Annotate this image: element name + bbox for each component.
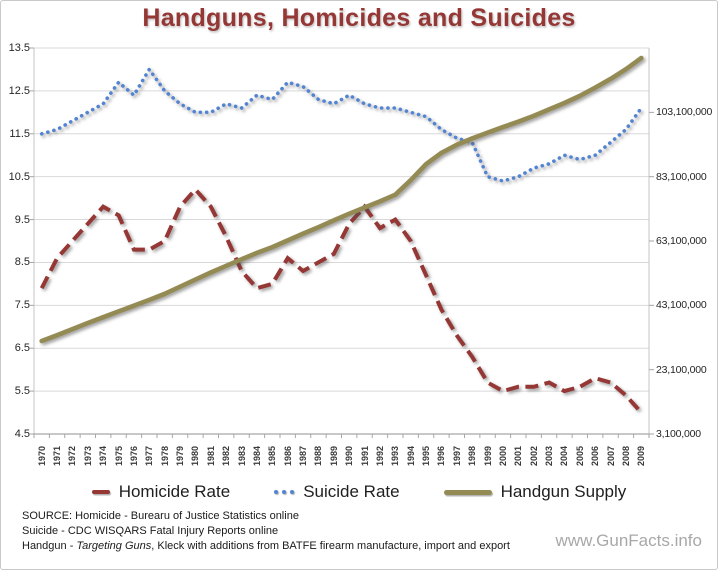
x-axis-year-label: 1994: [405, 445, 416, 467]
x-axis-year-label: 1972: [67, 445, 78, 467]
y-axis-left-label: 6.5: [14, 342, 30, 355]
x-axis-year-label: 1986: [282, 445, 293, 467]
x-axis-year-label: 1970: [36, 445, 47, 467]
y-axis-right-label: 23,100,000: [656, 363, 707, 376]
x-axis-year-label: 2001: [513, 445, 524, 467]
chart-title: Handguns, Homicides and Suicides: [142, 4, 576, 32]
x-axis-year-label: 1995: [421, 445, 432, 467]
x-axis-year-label: 2007: [605, 445, 616, 467]
y-axis-right-label: 83,100,000: [656, 170, 707, 183]
source-line-3-italic: Targeting Guns: [76, 540, 152, 552]
y-axis-left-label: 7.5: [14, 299, 30, 312]
x-axis-year-label: 1999: [482, 445, 493, 467]
legend-label-homicide-rate: Homicide Rate: [118, 482, 231, 501]
x-axis-year-label: 2005: [574, 445, 585, 467]
legend-item-suicide-rate: Suicide Rate: [274, 482, 400, 502]
x-axis-year-label: 1981: [205, 445, 216, 467]
x-axis-year-label: 1971: [52, 445, 63, 467]
x-axis-year-label: 2002: [528, 445, 539, 467]
y-axis-right-label: 43,100,000: [656, 299, 707, 312]
x-axis-year-label: 1979: [175, 445, 186, 467]
homicide-rate-series: [39, 186, 643, 414]
legend-label-handgun-supply: Handgun Supply: [500, 482, 627, 501]
x-axis-year-label: 1997: [451, 445, 462, 467]
x-axis-year-label: 1988: [313, 445, 324, 467]
y-axis-left-label: 11.5: [9, 127, 30, 140]
x-axis-year-label: 1982: [221, 445, 232, 467]
y-axis-left-label: 5.5: [14, 385, 30, 398]
x-axis-year-label: 2004: [559, 445, 570, 467]
x-axis-year-label: 2009: [636, 445, 647, 467]
source-line-1: SOURCE: Homicide - Burearu of Justice St…: [22, 510, 299, 522]
legend: Homicide Rate Suicide Rate Handgun Suppl…: [1, 480, 717, 504]
x-axis-year-label: 2008: [620, 445, 631, 467]
y-axis-left-label: 10.5: [8, 170, 30, 183]
x-axis-year-label: 1987: [298, 445, 309, 467]
y-axis-left-label: 13.5: [8, 42, 30, 54]
source-notes: SOURCE: Homicide - Burearu of Justice St…: [22, 509, 510, 554]
y-axis-left-label: 8.5: [14, 256, 30, 269]
x-axis-year-label: 1978: [159, 445, 170, 467]
x-axis-year-label: 1975: [113, 445, 124, 467]
x-axis-year-label: 1984: [251, 445, 262, 467]
source-line-3-suffix: , Kleck with additions from BATFE firear…: [151, 540, 510, 552]
suicide-rate-series: [39, 66, 644, 183]
y-axis-left-label: 9.5: [14, 213, 30, 226]
source-line-3-prefix: Handgun -: [22, 540, 77, 552]
legend-label-suicide-rate: Suicide Rate: [303, 482, 400, 501]
y-axis-left-label: 12.5: [8, 84, 30, 97]
suicide-dots-marker: [274, 490, 295, 494]
legend-item-homicide-rate: Homicide Rate: [91, 482, 231, 502]
homicide-dash-marker: [91, 490, 110, 494]
x-axis-year-label: 2003: [544, 445, 555, 467]
x-axis-year-label: 1990: [344, 445, 355, 467]
x-axis-year-label: 2000: [497, 445, 508, 467]
x-axis-year-label: 1989: [328, 445, 339, 467]
x-axis-year-label: 1974: [98, 445, 109, 467]
watermark: www.GunFacts.info: [555, 531, 702, 550]
x-axis-year-label: 1993: [390, 445, 401, 467]
x-axis-year-label: 2006: [590, 445, 601, 467]
handgun-supply-series: [39, 55, 644, 344]
x-axis-year-label: 1991: [359, 445, 370, 467]
source-line-3: Handgun - Targeting Guns, Kleck with add…: [22, 539, 510, 554]
source-line-2: Suicide - CDC WISQARS Fatal Injury Repor…: [22, 525, 279, 537]
x-axis-year-label: 1992: [374, 445, 385, 467]
x-axis-year-label: 1976: [128, 445, 139, 467]
x-axis-year-label: 1996: [436, 445, 447, 467]
y-axis-left-label: 4.5: [14, 428, 30, 440]
x-axis-year-label: 1985: [267, 445, 278, 467]
y-axis-right-label: 63,100,000: [656, 235, 707, 247]
y-axis-right-label: 103,100,000: [656, 106, 713, 119]
x-axis-year-label: 1983: [236, 445, 247, 467]
x-axis-year-label: 1998: [467, 445, 478, 467]
handgun-line-marker: [443, 489, 492, 495]
y-axis-right-label: 3,100,000: [656, 428, 701, 440]
x-axis-year-label: 1977: [144, 445, 155, 467]
x-axis-year-label: 1980: [190, 445, 201, 467]
x-axis-year-label: 1973: [82, 445, 93, 467]
legend-item-handgun-supply: Handgun Supply: [443, 482, 627, 502]
